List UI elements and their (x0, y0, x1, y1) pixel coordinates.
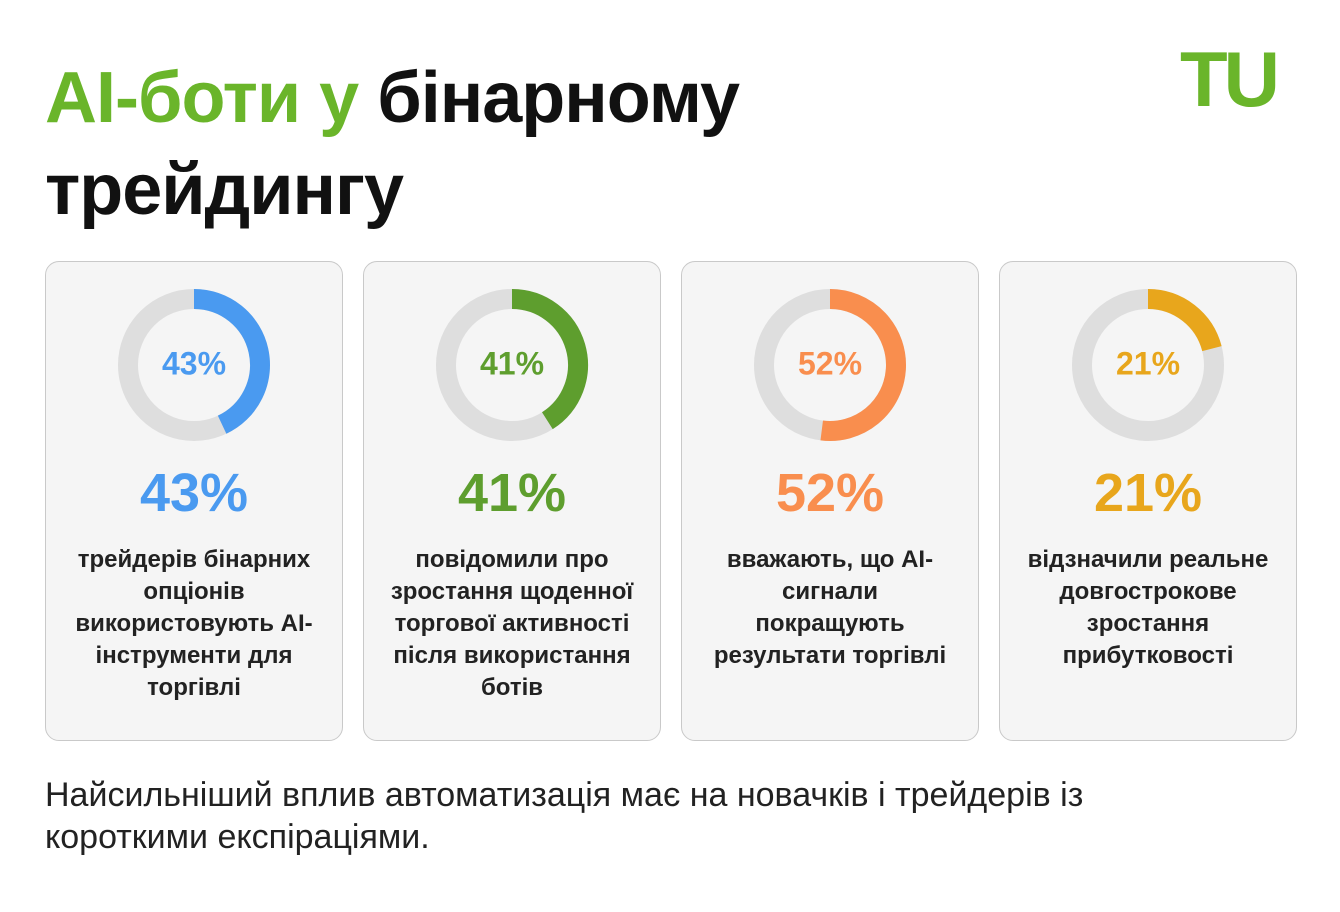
card: 21% 21% відзначили реальне довгострокове з… (999, 261, 1297, 741)
title-rest: бінарному трейдингу (45, 58, 740, 230)
description: відзначили реальне довгострокове зростан… (1027, 546, 1269, 669)
logo: TU (1180, 35, 1280, 123)
donut-arc (511, 289, 588, 430)
value-label: 21% (1093, 463, 1203, 523)
cards: 43% 43% трейдерів бінарних опціонів викори… (45, 261, 1297, 741)
donut-center-label: 52% (798, 345, 862, 381)
description: вважають, що AI-сигнали покращують резул… (713, 546, 947, 669)
donut-chart: 43% (118, 289, 270, 441)
donut-center-label: 43% (162, 345, 226, 381)
card: 41% 41% повідомили про зростання щоденної … (363, 261, 661, 741)
card: 43% 43% трейдерів бінарних опціонів викори… (45, 261, 343, 741)
footnote: Найсильніший вплив автоматизація має на … (45, 776, 1084, 856)
donut-chart: 21% (1072, 289, 1224, 441)
title-highlight: AI-боти у (45, 58, 359, 138)
title: AI-боти у бінарному трейдингу (45, 52, 825, 236)
description: трейдерів бінарних опціонів використовую… (75, 546, 313, 701)
donut-arc (193, 289, 270, 434)
value-label: 43% (139, 463, 249, 523)
card: 52% 52% вважають, що AI-сигнали покращують… (681, 261, 979, 741)
donut-center-label: 41% (480, 345, 544, 381)
value-label: 41% (457, 463, 567, 523)
value-label: 52% (775, 463, 885, 523)
description: повідомили про зростання щоденної торгов… (390, 546, 634, 701)
donut-arc (820, 289, 906, 441)
donut-chart: 41% (436, 289, 588, 441)
donut-arc (1147, 289, 1222, 352)
donut-chart: 52% (754, 289, 906, 441)
donut-center-label: 21% (1116, 345, 1180, 381)
